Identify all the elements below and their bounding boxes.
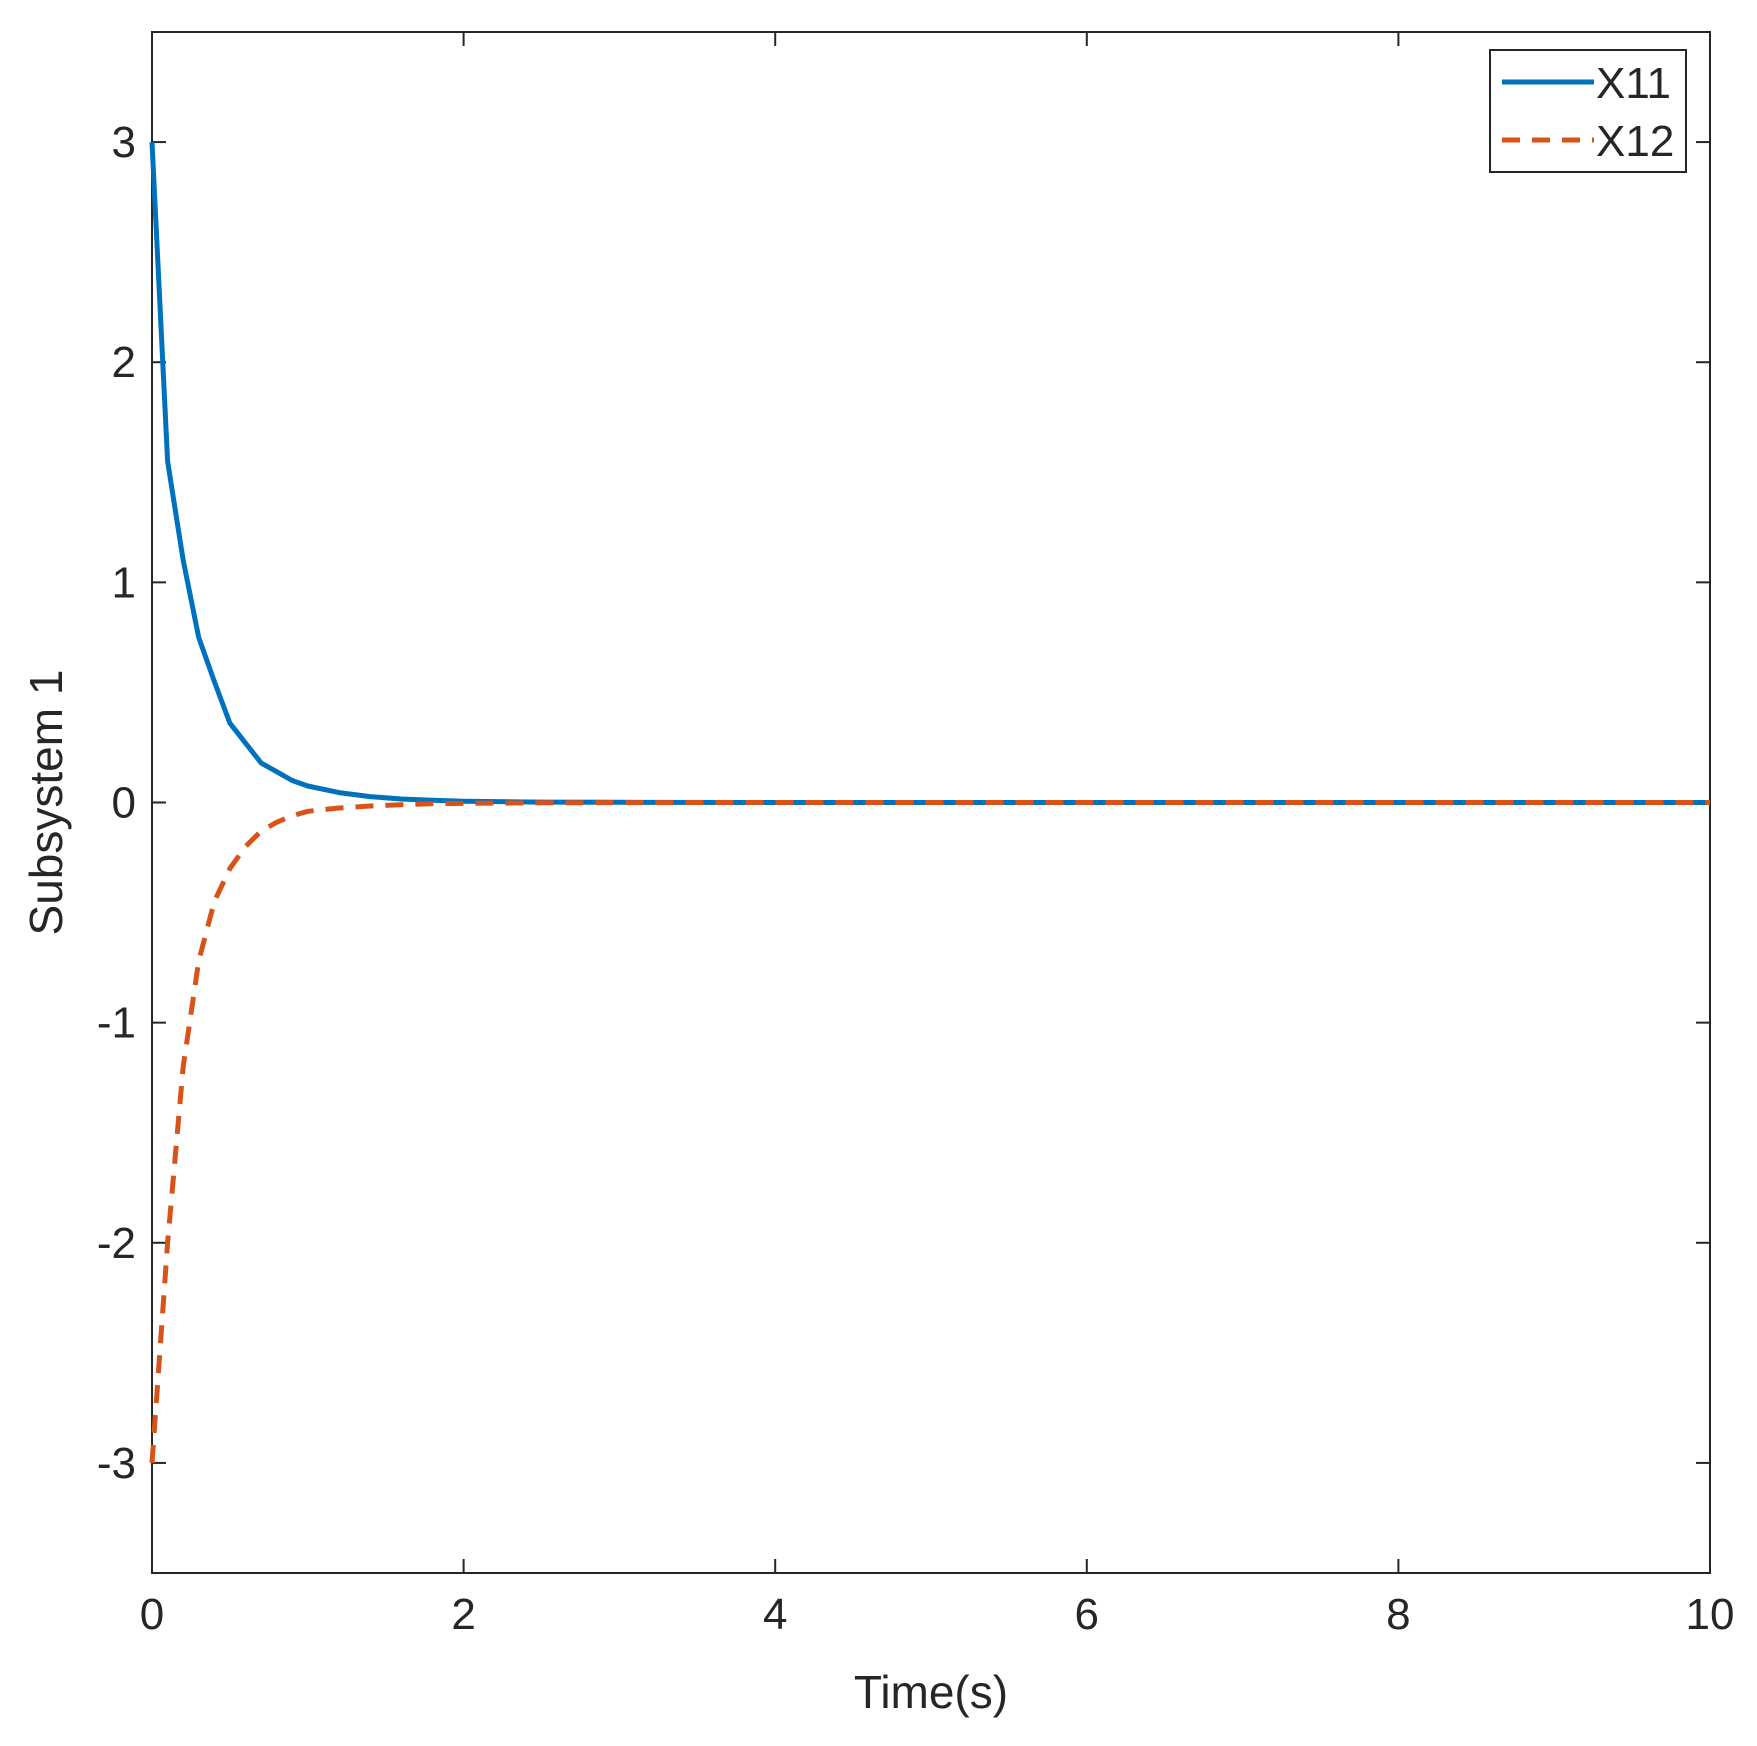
y-tick-label: 0 bbox=[112, 779, 136, 828]
y-tick-label: -2 bbox=[97, 1219, 136, 1268]
legend-label-x12: X12 bbox=[1596, 117, 1674, 166]
x-tick-label: 6 bbox=[1075, 1590, 1099, 1639]
legend-box bbox=[1489, 49, 1687, 173]
series-line-x12 bbox=[149, 800, 1710, 1464]
axis-labels: Time(s) Subsystem 1 bbox=[20, 670, 1008, 1718]
legend-label-x11: X11 bbox=[1596, 59, 1671, 108]
x-tick-label: 8 bbox=[1386, 1590, 1410, 1639]
axis-ticks: 0 2 4 6 8 10 -3 -2 -1 0 1 2 3 bbox=[97, 32, 1735, 1639]
y-tick-label: -3 bbox=[97, 1439, 136, 1488]
y-tick-label: 2 bbox=[112, 338, 136, 387]
x-tick-label: 0 bbox=[140, 1590, 164, 1639]
x-axis-label: Time(s) bbox=[854, 1666, 1008, 1718]
x-tick-label: 2 bbox=[451, 1590, 475, 1639]
data-series bbox=[149, 141, 1710, 1464]
y-tick-label: -1 bbox=[97, 999, 136, 1048]
x-tick-label: 4 bbox=[763, 1590, 787, 1639]
y-tick-label: 3 bbox=[112, 118, 136, 167]
y-tick-label: 1 bbox=[112, 558, 136, 607]
y-axis-label: Subsystem 1 bbox=[20, 670, 72, 936]
x-tick-label: 10 bbox=[1686, 1590, 1735, 1639]
